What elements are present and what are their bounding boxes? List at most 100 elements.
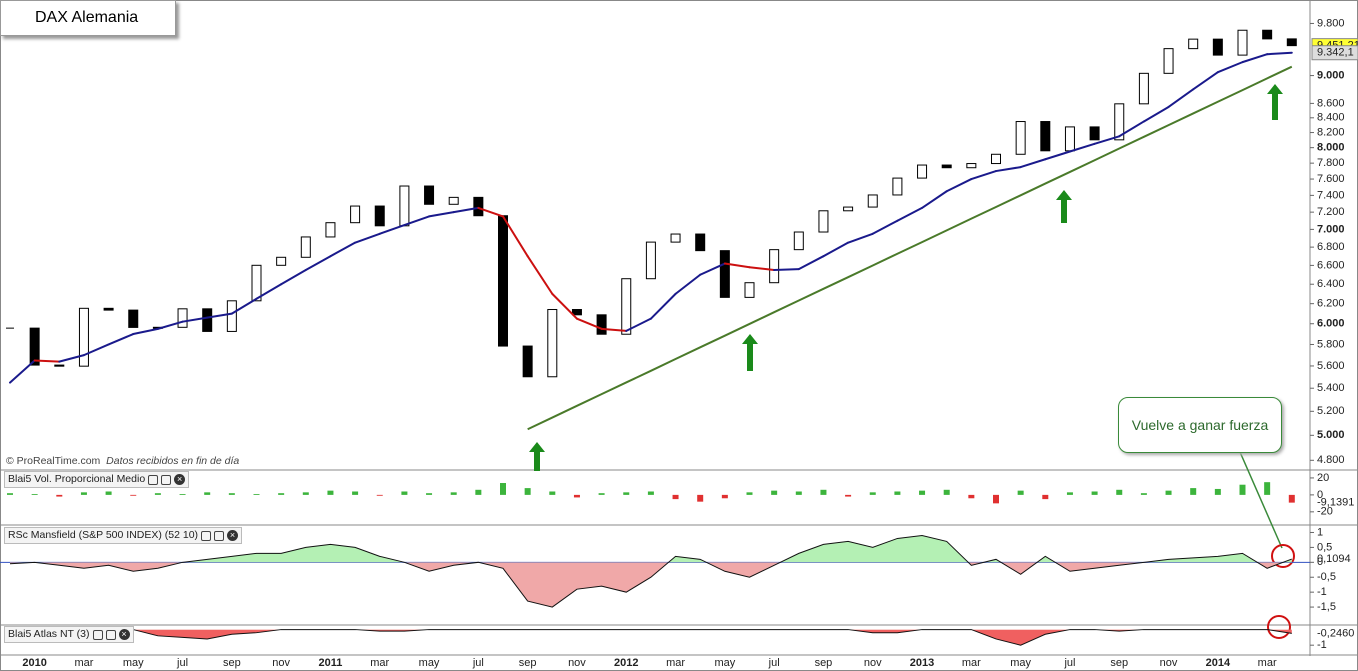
close-icon[interactable]: ×	[174, 474, 186, 485]
moving-average	[723, 262, 751, 269]
bar	[746, 492, 753, 495]
candle	[991, 153, 1001, 165]
close-icon[interactable]: ×	[227, 530, 239, 541]
bar	[1116, 489, 1123, 495]
y-tick-label: 7.200	[1317, 206, 1345, 218]
candle	[300, 236, 311, 258]
candle	[29, 327, 40, 366]
x-tick-label: nov	[864, 657, 882, 669]
x-tick-label: sep	[1110, 657, 1128, 669]
y-tick-label: 6.600	[1317, 259, 1345, 271]
candle	[473, 196, 484, 217]
moving-average	[33, 359, 61, 363]
moving-average	[1192, 71, 1219, 91]
bar	[573, 494, 580, 498]
moving-average	[797, 255, 825, 271]
window-icon[interactable]	[161, 474, 172, 485]
moving-average	[1266, 51, 1293, 56]
candle	[325, 222, 336, 238]
moving-average	[304, 255, 332, 272]
x-tick-label: jul	[176, 657, 188, 669]
y-tick-label: -1	[1317, 586, 1327, 598]
bar	[1091, 491, 1098, 495]
moving-average	[280, 269, 307, 286]
y-tick-label: 5.200	[1317, 405, 1345, 417]
moving-average	[132, 327, 159, 336]
panel-header: RSc Mansfield (S&P 500 INDEX) (52 10) ×	[4, 527, 243, 544]
area-positive	[10, 535, 1292, 563]
moving-average	[156, 320, 184, 330]
bar	[845, 494, 852, 497]
bar	[869, 492, 876, 495]
moving-average	[378, 224, 406, 235]
close-icon[interactable]: ×	[118, 629, 130, 640]
callout: Vuelve a ganar fuerza	[1118, 397, 1282, 453]
bar	[1140, 493, 1147, 495]
bar	[820, 489, 827, 495]
window-icon[interactable]	[214, 530, 225, 541]
bar	[204, 492, 211, 495]
source-text: © ProRealTime.com	[6, 455, 101, 467]
source: © ProRealTime.com Datos recibidos en fin…	[6, 455, 239, 467]
settings-icon[interactable]	[148, 474, 159, 485]
highlight-circle	[1267, 615, 1291, 639]
x-tick-label: may	[1010, 657, 1031, 669]
moving-average	[871, 219, 899, 235]
moving-average	[1118, 120, 1145, 138]
candle	[498, 215, 508, 347]
moving-average	[181, 316, 209, 323]
bar	[80, 492, 87, 495]
area-negative	[10, 629, 1292, 646]
chart-title: DAX Alemania	[0, 0, 176, 36]
trendline	[527, 65, 1293, 431]
moving-average	[428, 211, 455, 218]
window-icon[interactable]	[105, 629, 116, 640]
candle	[522, 345, 533, 378]
moving-average	[822, 241, 850, 258]
x-tick-label: mar	[962, 657, 981, 669]
x-tick-label: 2013	[910, 657, 934, 669]
moving-average	[58, 354, 85, 363]
x-tick-label: 2012	[614, 657, 638, 669]
bar	[968, 494, 975, 499]
value-label: 9.342,1	[1317, 47, 1354, 59]
bar	[253, 494, 260, 495]
bar	[7, 493, 13, 495]
panel-title: RSc Mansfield (S&P 500 INDEX) (52 10)	[8, 529, 199, 541]
candle	[1286, 38, 1297, 47]
candle	[350, 205, 361, 224]
candle	[374, 205, 385, 227]
y-tick-label: 1	[1317, 526, 1323, 538]
moving-average	[699, 262, 726, 276]
bar	[623, 492, 630, 495]
x-tick-label: nov	[1160, 657, 1178, 669]
bar	[500, 483, 506, 495]
value-label: 0,1094	[1317, 553, 1351, 565]
candle	[596, 314, 607, 335]
moving-average	[600, 327, 628, 332]
panel-title: Blai5 Vol. Proporcional Medio	[8, 473, 146, 485]
y-tick-label: 8.200	[1317, 126, 1345, 138]
moving-average	[230, 297, 258, 315]
moving-average	[1019, 158, 1047, 169]
moving-average	[970, 170, 997, 181]
bar	[919, 490, 926, 495]
y-tick-label: 6.800	[1317, 241, 1345, 253]
bar	[894, 491, 901, 495]
moving-average	[1216, 61, 1244, 74]
candle	[226, 300, 237, 332]
moving-average	[452, 206, 480, 214]
y-tick-label: 5.000	[1317, 429, 1345, 441]
y-tick-label: -0,5	[1317, 571, 1336, 583]
bar	[1190, 488, 1197, 495]
candle	[128, 309, 139, 328]
x-tick-label: jul	[472, 657, 484, 669]
settings-icon[interactable]	[201, 530, 212, 541]
candle	[670, 233, 681, 243]
moving-average	[354, 232, 381, 244]
moving-average	[1093, 135, 1121, 145]
moving-average	[551, 292, 578, 320]
settings-icon[interactable]	[92, 629, 103, 640]
x-tick-label: sep	[223, 657, 241, 669]
value-label-box	[1311, 45, 1358, 61]
